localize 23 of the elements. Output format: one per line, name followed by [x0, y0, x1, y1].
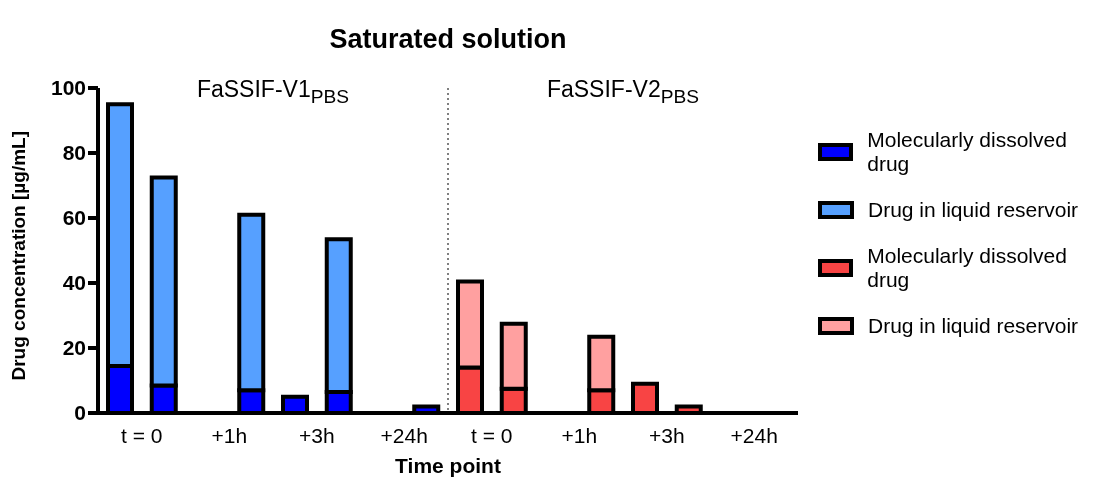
- x-tick-label: t = 0: [121, 424, 163, 447]
- x-tick-label: +3h: [648, 424, 685, 447]
- y-tick-label: 0: [74, 401, 86, 425]
- x-tick-label: +24h: [730, 424, 778, 447]
- y-tick-label: 60: [62, 206, 86, 230]
- x-axis-title: Time point: [395, 454, 501, 477]
- chart-title: Saturated solution: [329, 24, 567, 54]
- x-tick-label: +1h: [561, 424, 598, 447]
- y-tick-label: 20: [62, 336, 86, 360]
- x-tick-label: +1h: [211, 424, 248, 447]
- legend-label: Molecularly dissolved drug: [867, 244, 1068, 292]
- y-tick-label: 40: [62, 271, 86, 295]
- legend-label: Drug in liquid reservoir: [868, 198, 1079, 222]
- legend-label: Molecularly dissolved drug: [867, 128, 1068, 176]
- annotation: FaSSIF-V1$_{PBS}$: [195, 76, 351, 108]
- y-axis-title: Drug concentration [µg/mL]: [7, 131, 29, 381]
- annotation: FaSSIF-V2$_{PBS}$: [545, 76, 701, 108]
- x-tick-label: +24h: [380, 424, 428, 447]
- x-tick-label: +3h: [298, 424, 335, 447]
- y-tick-label: 80: [62, 141, 86, 165]
- legend-label: Drug in liquid reservoir: [868, 314, 1079, 338]
- x-tick-label: t = 0: [471, 424, 513, 447]
- y-tick-label: 100: [50, 76, 86, 100]
